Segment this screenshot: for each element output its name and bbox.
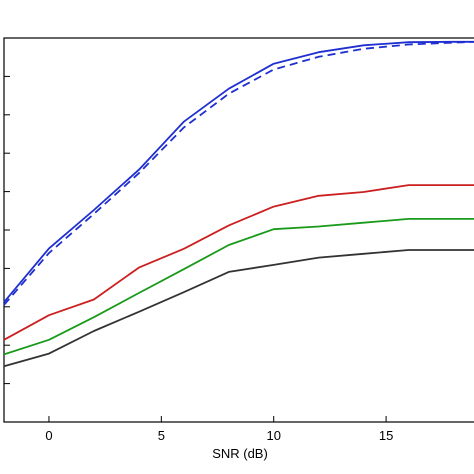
x-tick-label: 10 xyxy=(266,428,280,443)
y-axis-ticks xyxy=(4,37,10,423)
x-tick-label: 0 xyxy=(45,428,52,443)
series-line-3 xyxy=(3,184,474,341)
x-tick-label: 15 xyxy=(379,428,393,443)
series-line-5 xyxy=(3,249,474,368)
series-line-1 xyxy=(3,40,474,303)
series-line-2 xyxy=(3,40,474,306)
series-line-4 xyxy=(3,217,474,356)
x-axis-ticks: 0 5 10 15 xyxy=(45,416,393,443)
x-tick-label: 5 xyxy=(158,428,165,443)
series-group xyxy=(3,40,474,368)
plot-area xyxy=(3,37,474,423)
x-axis-label: SNR (dB) xyxy=(212,446,268,461)
